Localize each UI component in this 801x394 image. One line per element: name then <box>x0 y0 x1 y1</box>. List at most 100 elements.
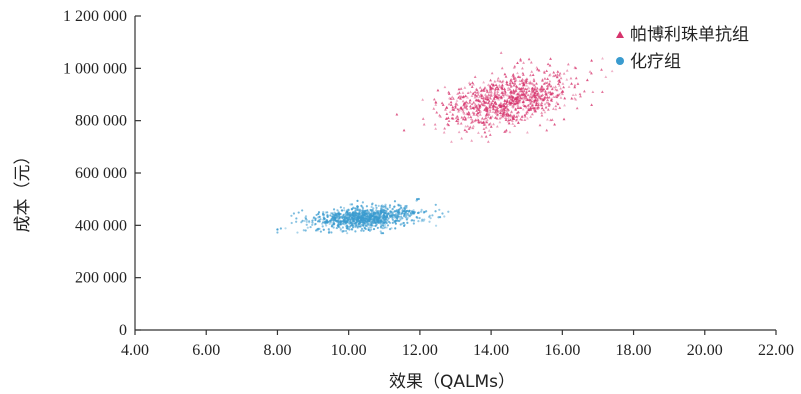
data-point-chemotherapy <box>382 205 385 208</box>
data-point-pembrolizumab <box>546 62 550 66</box>
data-point-pembrolizumab <box>536 67 539 71</box>
data-point-pembrolizumab <box>518 100 522 104</box>
data-point-pembrolizumab <box>553 95 557 98</box>
data-point-chemotherapy <box>331 217 335 220</box>
data-point-pembrolizumab <box>514 108 518 111</box>
data-point-chemotherapy <box>380 208 383 211</box>
data-point-pembrolizumab <box>502 110 506 113</box>
data-point-pembrolizumab <box>524 79 528 82</box>
data-point-chemotherapy <box>397 204 400 207</box>
data-point-chemotherapy <box>342 219 346 222</box>
data-point-pembrolizumab <box>458 94 462 98</box>
data-point-chemotherapy <box>401 216 404 220</box>
data-point-chemotherapy <box>337 219 340 222</box>
data-point-chemotherapy <box>334 219 338 222</box>
data-point-pembrolizumab <box>495 107 499 111</box>
data-point-pembrolizumab <box>547 102 551 105</box>
data-point-chemotherapy <box>386 219 389 222</box>
data-point-chemotherapy <box>345 224 349 227</box>
data-point-chemotherapy <box>431 214 434 217</box>
data-point-pembrolizumab <box>548 63 552 67</box>
data-point-pembrolizumab <box>463 128 467 132</box>
data-point-pembrolizumab <box>444 108 447 111</box>
data-point-pembrolizumab <box>555 101 559 104</box>
data-point-pembrolizumab <box>503 116 507 119</box>
x-ticks: 4.00 6.00 8.00 10.00 12.00 14.00 16.00 18.00 20.… <box>121 330 794 359</box>
data-point-chemotherapy <box>284 227 287 230</box>
data-point-pembrolizumab <box>526 130 529 134</box>
data-point-pembrolizumab <box>470 102 474 106</box>
data-point-pembrolizumab <box>501 102 505 106</box>
data-point-chemotherapy <box>371 217 374 221</box>
data-point-pembrolizumab <box>402 128 406 132</box>
data-point-chemotherapy <box>355 220 358 223</box>
data-point-pembrolizumab <box>521 100 525 104</box>
data-point-pembrolizumab <box>480 121 484 124</box>
data-point-pembrolizumab <box>533 99 536 103</box>
data-point-pembrolizumab <box>468 82 472 86</box>
data-point-pembrolizumab <box>508 130 512 134</box>
data-point-pembrolizumab <box>530 86 534 90</box>
data-point-pembrolizumab <box>512 113 516 117</box>
data-point-pembrolizumab <box>566 62 570 66</box>
data-point-chemotherapy <box>393 205 396 208</box>
data-point-pembrolizumab <box>473 119 477 122</box>
data-point-pembrolizumab <box>482 80 486 84</box>
data-point-chemotherapy <box>276 228 279 231</box>
data-point-pembrolizumab <box>518 90 522 93</box>
data-point-chemotherapy <box>388 204 392 207</box>
data-point-pembrolizumab <box>491 86 495 90</box>
data-point-chemotherapy <box>339 206 342 209</box>
data-point-pembrolizumab <box>492 84 495 87</box>
data-point-pembrolizumab <box>510 98 514 101</box>
data-point-chemotherapy <box>384 209 388 213</box>
data-point-pembrolizumab <box>472 113 476 116</box>
y-tick-label: 200 000 <box>75 270 127 287</box>
data-point-chemotherapy <box>379 215 382 218</box>
data-point-pembrolizumab <box>516 71 519 75</box>
data-point-pembrolizumab <box>561 82 565 85</box>
data-point-pembrolizumab <box>488 105 492 109</box>
data-point-pembrolizumab <box>509 110 513 114</box>
data-point-pembrolizumab <box>505 98 509 101</box>
data-point-pembrolizumab <box>490 114 494 118</box>
data-point-pembrolizumab <box>509 113 513 116</box>
data-point-chemotherapy <box>383 221 386 224</box>
data-point-chemotherapy <box>334 213 337 216</box>
legend-circle-marker <box>616 57 624 65</box>
data-point-pembrolizumab <box>519 89 523 92</box>
data-point-chemotherapy <box>385 212 388 215</box>
data-point-pembrolizumab <box>480 102 484 105</box>
data-point-chemotherapy <box>361 217 365 220</box>
data-point-pembrolizumab <box>496 76 500 80</box>
data-point-pembrolizumab <box>536 92 539 95</box>
data-point-chemotherapy <box>370 212 373 216</box>
data-point-pembrolizumab <box>499 51 503 54</box>
data-point-chemotherapy <box>343 223 346 226</box>
x-tick-label: 20.00 <box>687 342 723 359</box>
data-point-pembrolizumab <box>529 60 533 64</box>
data-point-pembrolizumab <box>516 61 519 65</box>
data-point-pembrolizumab <box>488 90 492 94</box>
data-point-chemotherapy <box>380 205 383 208</box>
data-point-chemotherapy <box>406 216 409 219</box>
data-point-chemotherapy <box>405 218 408 221</box>
data-point-pembrolizumab <box>508 81 512 85</box>
data-point-pembrolizumab <box>434 127 438 130</box>
series-pembrolizumab <box>395 51 614 143</box>
data-point-pembrolizumab <box>545 100 549 104</box>
data-point-pembrolizumab <box>510 101 513 104</box>
data-point-pembrolizumab <box>526 98 530 101</box>
data-point-pembrolizumab <box>513 81 517 84</box>
data-point-chemotherapy <box>419 210 423 213</box>
data-point-chemotherapy <box>411 219 414 222</box>
data-point-chemotherapy <box>335 226 338 230</box>
data-point-chemotherapy <box>380 232 383 235</box>
data-point-pembrolizumab <box>486 95 490 98</box>
data-point-chemotherapy <box>379 218 382 221</box>
data-point-pembrolizumab <box>515 101 519 104</box>
data-point-pembrolizumab <box>487 115 490 119</box>
data-point-pembrolizumab <box>513 82 517 86</box>
data-point-chemotherapy <box>405 214 408 217</box>
data-point-pembrolizumab <box>524 81 528 84</box>
